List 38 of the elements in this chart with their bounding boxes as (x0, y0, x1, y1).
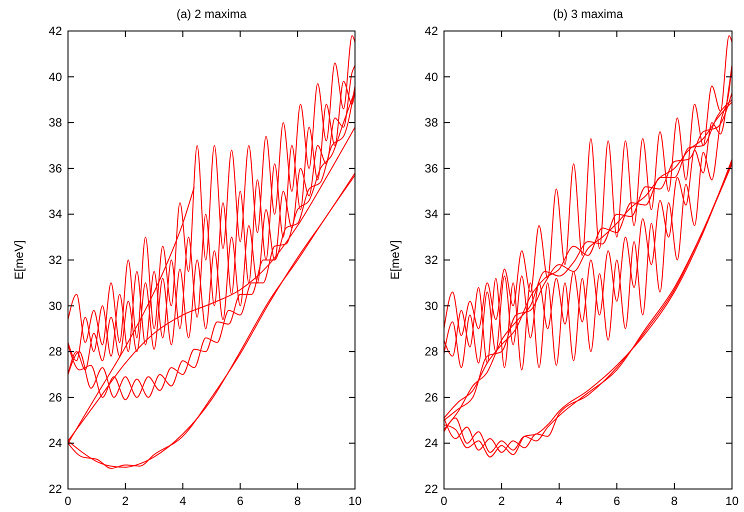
y-tick-label: 28 (48, 344, 62, 359)
y-tick-label: 36 (424, 161, 438, 176)
y-tick-label: 30 (424, 298, 438, 313)
x-tick-label: 8 (671, 494, 678, 508)
x-tick-label: 8 (294, 494, 302, 508)
x-tick-label: 0 (64, 494, 72, 508)
y-tick-label: 32 (424, 253, 438, 267)
y-tick-label: 28 (424, 344, 438, 359)
x-tick-label: 6 (613, 494, 620, 508)
y-tick-label: 36 (48, 161, 62, 176)
x-tick-label: 10 (725, 494, 739, 508)
chart-title: (a) 2 maxima (176, 7, 247, 21)
y-tick-label: 26 (48, 390, 62, 404)
y-tick-label: 22 (48, 482, 62, 496)
x-tick-label: 6 (236, 494, 244, 508)
y-tick-label: 38 (424, 116, 438, 130)
x-tick-label: 2 (498, 494, 506, 508)
y-tick-label: 42 (48, 24, 62, 38)
y-tick-label: 34 (48, 207, 62, 222)
y-tick-label: 38 (48, 116, 62, 130)
y-tick-label: 32 (48, 253, 62, 267)
y-tick-label: 24 (424, 436, 438, 450)
y-tick-label: 40 (424, 70, 438, 84)
y-tick-label: 42 (424, 24, 438, 38)
x-tick-label: 4 (179, 494, 186, 508)
y-tick-label: 40 (48, 70, 62, 84)
x-tick-label: 2 (122, 494, 130, 508)
chart-title: (b) 3 maxima (552, 7, 624, 21)
x-tick-label: 0 (440, 494, 448, 508)
y-tick-label: 30 (48, 298, 62, 313)
y-axis-title: E[meV] (12, 240, 26, 280)
x-tick-label: 4 (556, 494, 563, 508)
y-tick-label: 34 (424, 207, 438, 222)
y-tick-label: 26 (424, 390, 438, 404)
y-tick-label: 24 (48, 436, 62, 450)
y-tick-label: 22 (424, 482, 438, 496)
x-tick-label: 10 (348, 494, 362, 508)
y-axis-title: E[meV] (388, 240, 402, 280)
